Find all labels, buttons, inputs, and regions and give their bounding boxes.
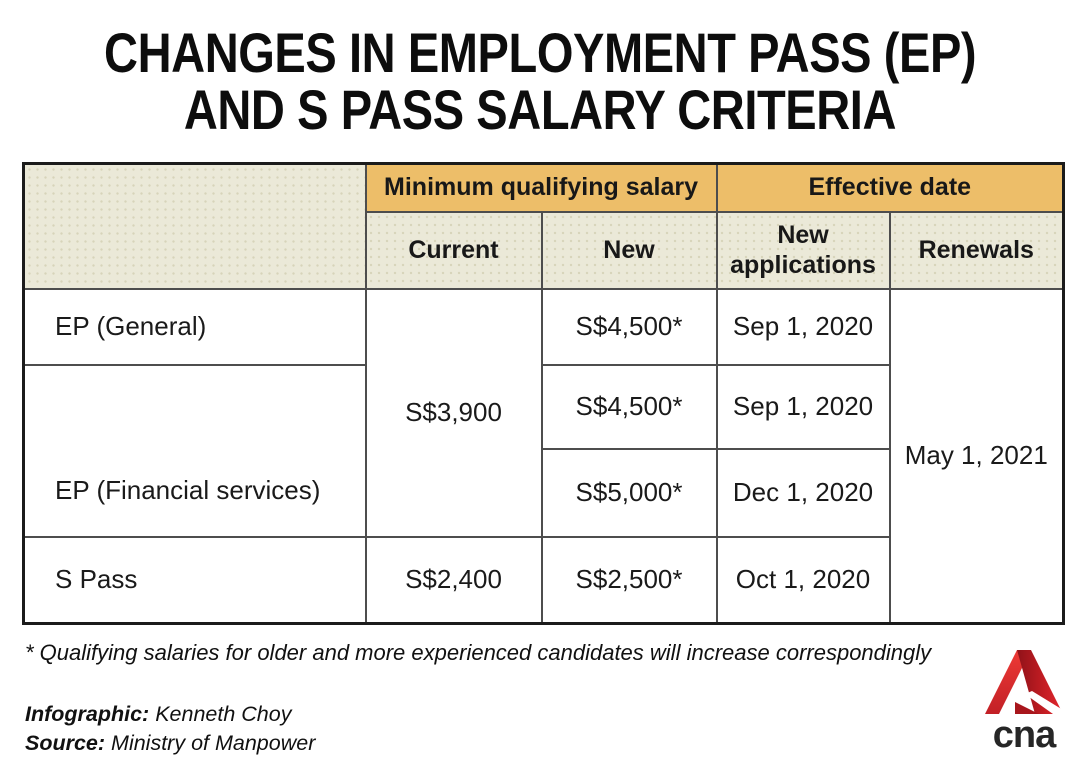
cell-ep-financial-new-applications-date-1: Sep 1, 2020 — [715, 363, 891, 450]
cell-renewals-date: May 1, 2021 — [888, 287, 1065, 625]
page-title-line-2: AND S PASS SALARY CRITERIA — [183, 78, 897, 141]
table-row-ep-financial-1: EP (Financial services) S$4,500* Sep 1, … — [22, 363, 1064, 538]
cna-logo-icon — [985, 650, 1063, 714]
page-title: CHANGES IN EMPLOYMENT PASS (EP) AND S PA… — [0, 24, 1080, 138]
cna-logo: cna — [984, 650, 1064, 755]
table-row-sub-headers: Current New New applications Renewals — [24, 210, 1065, 290]
table-row-ep-financial-2: S$5,000* Dec 1, 2020 — [24, 447, 1064, 538]
page-title-line-1: CHANGES IN EMPLOYMENT PASS (EP) — [103, 21, 977, 84]
cell-ep-financial-new-salary-1: S$4,500* — [540, 363, 718, 450]
cell-ep-current-salary: S$3,900 — [364, 287, 543, 538]
table-row-s-pass: S Pass S$2,400 S$2,500* Oct 1, 2020 — [22, 535, 1064, 625]
group-header-minimum-qualifying-salary: Minimum qualifying salary — [364, 162, 718, 213]
cna-logo-text: cna — [992, 714, 1056, 756]
column-header-renewals: Renewals — [888, 210, 1065, 290]
table-row-ep-general: EP (General) S$3,900 S$4,500* Sep 1, 202… — [22, 287, 1065, 625]
cell-ep-financial-new-salary-2: S$5,000* — [540, 447, 718, 538]
cell-s-pass-new-applications-date: Oct 1, 2020 — [715, 535, 891, 625]
cell-ep-financial-new-applications-date-2: Dec 1, 2020 — [715, 447, 891, 538]
footnote: * Qualifying salaries for older and more… — [25, 640, 932, 665]
column-header-current: Current — [364, 210, 543, 290]
cell-ep-general-label: EP (General) — [22, 287, 367, 366]
credit-infographic: Infographic: Kenneth Choy — [25, 700, 315, 729]
credit-source-value: Ministry of Manpower — [105, 731, 316, 755]
credit-infographic-value: Kenneth Choy — [149, 702, 292, 726]
credit-infographic-label: Infographic: — [25, 702, 150, 726]
cell-ep-general-new-applications-date: Sep 1, 2020 — [715, 287, 891, 366]
column-header-new-applications: New applications — [715, 210, 891, 290]
cell-s-pass-current-salary: S$2,400 — [364, 535, 543, 625]
cell-ep-financial-label: EP (Financial services) — [22, 363, 367, 538]
cell-s-pass-label: S Pass — [22, 535, 367, 625]
credit-source: Source: Ministry of Manpower — [25, 729, 315, 758]
cell-s-pass-new-salary: S$2,500* — [540, 535, 718, 625]
group-header-effective-date: Effective date — [715, 162, 1065, 213]
credit-source-label: Source: — [25, 731, 106, 755]
corner-cell — [22, 162, 367, 290]
credits: Infographic: Kenneth Choy Source: Minist… — [25, 700, 315, 758]
table-row-group-headers: Minimum qualifying salary Effective date — [22, 162, 1065, 290]
salary-criteria-table: Minimum qualifying salary Effective date… — [22, 162, 1066, 625]
column-header-new: New — [540, 210, 718, 290]
cell-ep-general-new-salary: S$4,500* — [540, 287, 718, 366]
